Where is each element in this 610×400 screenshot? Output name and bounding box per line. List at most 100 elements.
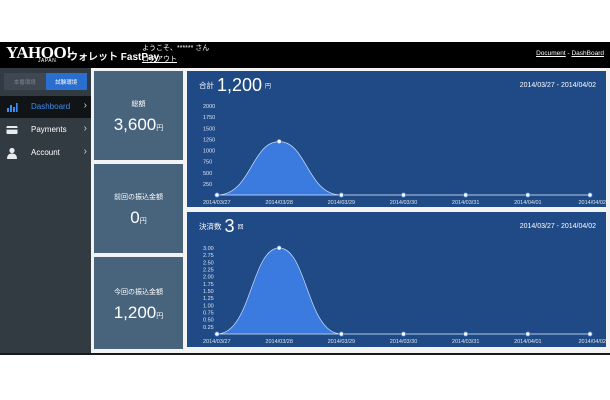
x-tick-label: 2014/04/01: [514, 339, 542, 345]
link-separator: -: [565, 50, 572, 57]
environment-switch: 本番環境 試験環境: [4, 73, 87, 90]
data-point[interactable]: [338, 331, 344, 337]
credit-card-icon: [6, 126, 18, 134]
x-tick-label: 2014/03/30: [390, 200, 418, 206]
card-amount: 0: [130, 208, 140, 227]
data-point[interactable]: [400, 331, 407, 337]
chevron-right-icon: ›: [83, 146, 87, 157]
card-current-transfer: 今回の振込金額 1,200円: [94, 257, 183, 349]
y-tick-label: 750: [203, 160, 212, 166]
total-amount-chart: 250 500 750 1000 1250 1500 1750 2000 2014/03/27 2…: [203, 104, 606, 206]
sidebar-item-dashboard[interactable]: Dashboard ›: [0, 96, 91, 118]
x-tick-label: 2014/03/29: [328, 339, 356, 345]
logout-link[interactable]: ログアウト: [142, 56, 177, 63]
sidebar: 本番環境 試験環境 Dashboard › Payments ›: [0, 68, 91, 353]
y-tick-label: 1250: [203, 137, 215, 143]
date-range: 2014/03/27 - 2014/04/02: [519, 223, 596, 230]
data-point[interactable]: [400, 192, 407, 198]
series-area: [216, 141, 590, 196]
data-point[interactable]: [525, 331, 531, 337]
panel-title: 合計 1,200 円: [199, 75, 271, 96]
panel-title: 決済数 3 回: [199, 216, 244, 237]
y-tick-label: 2.75: [203, 253, 214, 259]
data-point[interactable]: [276, 139, 282, 145]
data-point[interactable]: [525, 192, 531, 198]
sidebar-item-account[interactable]: Account ›: [0, 142, 91, 164]
x-tick-label: 2014/03/27: [203, 339, 231, 345]
y-tick-label: 2.00: [203, 275, 214, 281]
card-unit: 円: [139, 218, 147, 225]
y-tick-label: 3.00: [203, 246, 214, 252]
chart-panel-count: 0.25 0.50 0.75 1.00 1.25 1.50 1.75 2.00 2.25 2.50…: [187, 212, 606, 347]
card-previous-transfer: 前回の振込金額 0円: [94, 164, 183, 253]
x-tick-label: 2014/03/28: [265, 339, 293, 345]
data-point[interactable]: [463, 192, 469, 198]
y-tick-label: 1750: [203, 115, 215, 121]
y-tick-label: 500: [203, 171, 212, 177]
app-name: ウォレット FastPay: [68, 52, 160, 63]
env-test-button[interactable]: 試験環境: [45, 73, 87, 90]
sidebar-item-payments[interactable]: Payments ›: [0, 119, 91, 141]
y-tick-label: 1.50: [203, 289, 214, 295]
env-production-button[interactable]: 本番環境: [4, 73, 46, 90]
y-tick-label: 1.75: [203, 282, 214, 288]
x-tick-label: 2014/03/28: [265, 200, 293, 206]
data-point[interactable]: [587, 192, 593, 198]
card-title: 総額: [131, 101, 146, 108]
payment-count-chart: 0.250.500.75 1.001.251.501.752.002.25 2.50…: [203, 245, 606, 345]
bottom-border: [0, 353, 610, 355]
document-link[interactable]: Document: [536, 50, 566, 57]
x-tick-label: 2014/03/30: [390, 339, 418, 345]
chart-panel-total: 250 500 750 1000 1250 1500 1750 2000 2014/03/27 2…: [187, 71, 606, 207]
data-point[interactable]: [276, 245, 282, 251]
x-tick-label: 2014/04/02: [578, 200, 606, 206]
y-tick-label: 1500: [203, 126, 215, 132]
y-tick-label: 2.50: [203, 260, 214, 266]
card-value: 3,600円: [94, 115, 183, 135]
x-tick-label: 2014/03/31: [452, 200, 480, 206]
card-value: 0円: [94, 208, 183, 228]
data-point[interactable]: [214, 331, 220, 337]
date-range: 2014/03/27 - 2014/04/02: [519, 82, 596, 89]
y-tick-label: 1.25: [203, 296, 214, 302]
data-point[interactable]: [587, 331, 593, 337]
panel-unit: 円: [265, 84, 272, 90]
y-tick-label: 1.00: [203, 303, 214, 309]
app-window: YAHOO! JAPAN ウォレット FastPay ようこそ、****** さ…: [0, 42, 610, 355]
card-unit: 円: [156, 125, 164, 132]
bar-chart-icon: [7, 103, 18, 112]
top-links: Document - DashBoard: [536, 50, 604, 57]
dashboard-link[interactable]: DashBoard: [571, 50, 604, 57]
x-tick-label: 2014/04/02: [578, 339, 606, 345]
top-header: YAHOO! JAPAN ウォレット FastPay ようこそ、****** さ…: [0, 42, 610, 68]
sidebar-item-label: Dashboard: [31, 102, 71, 111]
y-tick-label: 250: [203, 182, 212, 188]
panel-label: 決済数: [199, 222, 222, 231]
x-tick-label: 2014/04/01: [514, 200, 542, 206]
card-unit: 円: [156, 313, 164, 320]
card-amount: 3,600: [113, 115, 157, 134]
card-title: 今回の振込金額: [114, 289, 163, 296]
welcome-text: ようこそ、****** さん: [142, 45, 210, 52]
yahoo-logo[interactable]: YAHOO!: [6, 44, 72, 61]
panel-label: 合計: [199, 81, 214, 90]
card-total: 総額 3,600円: [94, 71, 183, 160]
y-tick-label: 2000: [203, 104, 215, 110]
x-tick-label: 2014/03/27: [203, 200, 231, 206]
y-tick-label: 0.75: [203, 311, 214, 317]
logo-subtext: JAPAN: [38, 58, 57, 64]
x-tick-label: 2014/03/31: [452, 339, 480, 345]
data-point[interactable]: [463, 331, 469, 337]
sidebar-item-label: Account: [31, 148, 60, 157]
x-tick-label: 2014/03/29: [328, 200, 356, 206]
y-tick-label: 1000: [203, 149, 215, 155]
chevron-right-icon: ›: [83, 100, 87, 111]
data-point[interactable]: [214, 192, 220, 198]
series-area: [216, 247, 590, 335]
panel-value: 1,200: [217, 75, 263, 95]
y-tick-label: 0.50: [203, 318, 214, 324]
user-icon: [7, 147, 17, 159]
data-point[interactable]: [338, 192, 344, 198]
panel-value: 3: [224, 216, 235, 236]
sidebar-item-label: Payments: [31, 125, 67, 134]
